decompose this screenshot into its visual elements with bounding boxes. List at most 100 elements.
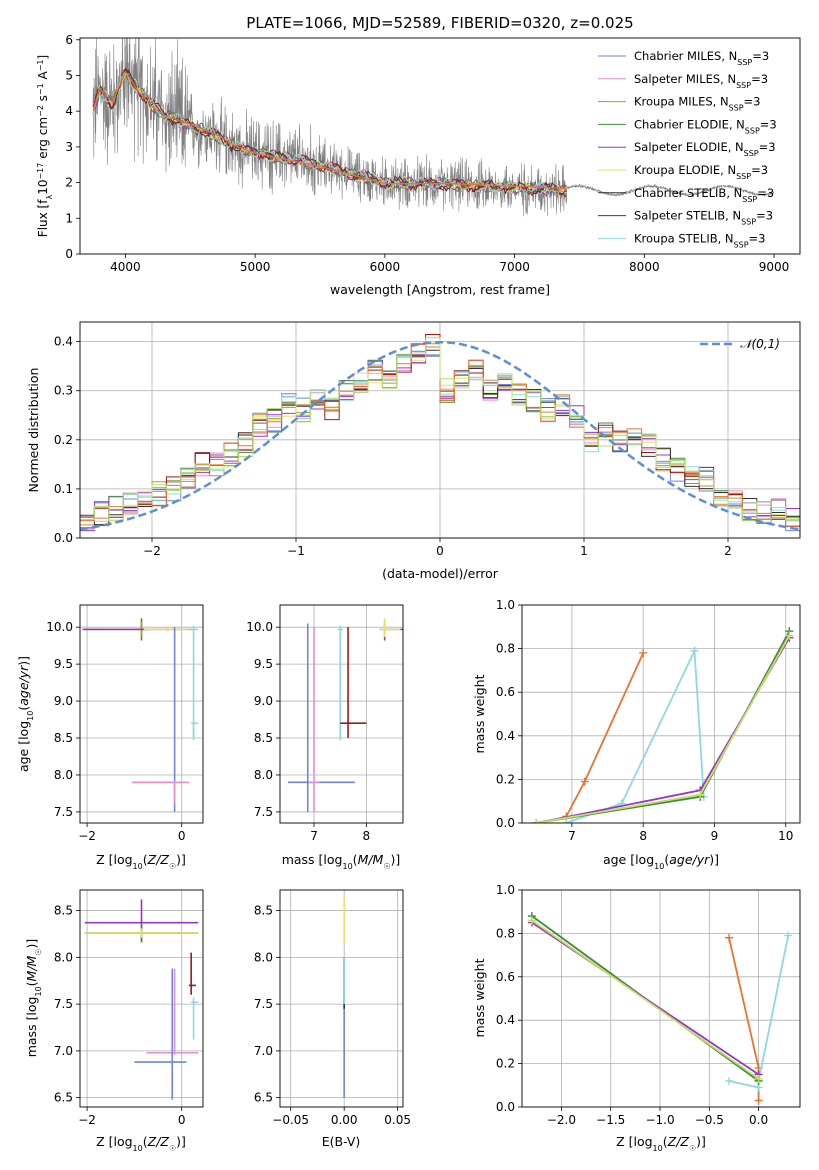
age_vs_mass-ytick-label: 10.0	[246, 620, 273, 634]
mass_vs_Z-plot-area	[80, 890, 203, 1107]
weight_vs_Z-panel: −2.0 −1.5 −1.0 −0.5 0.0 0.0 0.2 0.4 0.6 0.8 1.0 Z […	[472, 883, 801, 1153]
weight_vs_Z-ytick-label: 0.8	[496, 926, 515, 940]
spectrum-xtick-label: 6000	[370, 260, 401, 274]
weight_vs_Z-xtick-label: −0.5	[695, 1113, 724, 1127]
weight_vs_age-marker	[580, 777, 589, 786]
weight_vs_age-series-4	[536, 635, 791, 823]
model-spectrum-highlight	[92, 70, 567, 190]
weight_vs_Z-marker	[754, 1096, 763, 1105]
legend-label-6: Chabrier STELIB, NSSP=3	[634, 186, 774, 204]
weight_vs_age-ytick-label: 0.2	[496, 772, 515, 786]
weight_vs_Z-series-3	[531, 921, 760, 1076]
spectrum-ytick-label: 3	[65, 140, 73, 154]
age_vs_Z-xtick-label: −2	[78, 829, 96, 843]
spectrum-ytick-label: 5	[65, 68, 73, 82]
residuals-xtick-label: −1	[287, 544, 305, 558]
spectrum-ytick-label: 6	[65, 33, 73, 47]
residual-histogram-7	[80, 334, 800, 527]
weight_vs_age-marker	[696, 790, 705, 799]
mass_vs_EBV-ytick-label: 7.0	[254, 1044, 273, 1058]
residuals-ytick-label: 0.2	[54, 433, 73, 447]
age_vs_mass-ytick-label: 8.0	[254, 768, 273, 782]
mass_vs_EBV-ytick-label: 7.5	[254, 997, 273, 1011]
mass_vs_EBV-xtick-label: 0.00	[331, 1113, 358, 1127]
weight-vs-age-ylabel: mass weight	[472, 674, 487, 753]
weight_vs_age-ytick-label: 0.6	[496, 685, 515, 699]
weight_vs_age-ytick-label: 0.4	[496, 729, 515, 743]
weight_vs_Z-frame	[521, 889, 801, 1108]
residuals-ytick-label: 0.3	[54, 384, 73, 398]
spectrum-ytick-label: 1	[65, 211, 73, 225]
spectrum-ylabel: Flux [fλ10−17 erg cm−2 s−1 A−1]	[36, 55, 54, 237]
mass_vs_Z-frame	[79, 889, 204, 1108]
weight_vs_age-ytick-label: 1.0	[496, 598, 515, 612]
mass_vs_Z-ytick-label: 8.5	[54, 904, 73, 918]
weight_vs_Z-ytick-label: 1.0	[496, 883, 515, 897]
mass_vs_Z-xtick-label: −2	[78, 1113, 96, 1127]
gaussian-legend-label: 𝒩(0,1)	[740, 337, 780, 351]
age_vs_mass-plot-area	[280, 605, 403, 823]
weight_vs_age-xtick-label: 9	[711, 829, 719, 843]
weight_vs_age-marker	[532, 819, 541, 823]
weight_vs_age-series-2	[536, 630, 791, 823]
mass_vs_Z-ytick-label: 8.0	[54, 950, 73, 964]
spectrum-xtick-label: 5000	[240, 260, 271, 274]
weight_vs_age-marker	[639, 648, 648, 657]
mass_vs_EBV-frame	[279, 889, 404, 1108]
age_vs_Z-ytick-label: 8.5	[54, 731, 73, 745]
mass_vs_EBV-plot-area	[280, 890, 403, 1107]
age_vs_mass-frame	[279, 604, 404, 824]
weight-vs-Z-ylabel: mass weight	[472, 958, 487, 1037]
spectrum-xtick-label: 7000	[499, 260, 530, 274]
spectrum-xtick-label: 8000	[629, 260, 660, 274]
age_vs_Z-xtick-label: 0	[178, 829, 186, 843]
age-vs-Z-ylabel: age [log10(age/yr)]	[16, 656, 35, 772]
weight_vs_age-marker	[690, 646, 699, 655]
age_vs_mass-xtick-label: 7	[310, 829, 318, 843]
residual-ylabel: Normed distribution	[26, 368, 41, 493]
weight_vs_Z-xtick-label: −2.0	[547, 1113, 576, 1127]
weight_vs_Z-ytick-label: 0.4	[496, 1013, 515, 1027]
residuals-ytick-label: 0.4	[54, 335, 73, 349]
weight_vs_Z-xtick-label: 0.0	[749, 1113, 768, 1127]
mass-vs-Z-xlabel: Z [log10(Z/Z☉)]	[96, 1134, 186, 1153]
age_vs_Z-ytick-label: 7.5	[54, 805, 73, 819]
age_vs_Z-ytick-label: 9.5	[54, 657, 73, 671]
legend-label-7: Salpeter STELIB, NSSP=3	[634, 209, 773, 227]
spectrum-xlabel: wavelength [Angstrom, rest frame]	[330, 282, 550, 297]
weight_vs_age-xtick-label: 8	[639, 829, 647, 843]
mass_vs_Z-ytick-label: 7.5	[54, 997, 73, 1011]
mass_vs_Z-panel: −2 0 6.5 7.0 7.5 8.0 8.5 Z [log10(Z/Z☉)] mass [l…	[24, 889, 204, 1153]
legend-label-8: Kroupa STELIB, NSSP=3	[634, 231, 765, 249]
spectrum-plot-area	[92, 38, 775, 217]
residuals-ytick-label: 0.1	[54, 482, 73, 496]
age_vs_mass-ytick-label: 8.5	[254, 731, 273, 745]
mass_vs_EBV-xtick-label: 0.05	[384, 1113, 411, 1127]
weight_vs_age-panel: 7 8 9 10 0.0 0.2 0.4 0.6 0.8 1.0 age [log10(age/yr…	[472, 598, 801, 871]
weight_vs_Z-marker	[784, 931, 793, 940]
residuals-xtick-label: −2	[143, 544, 161, 558]
spectrum-frame	[79, 37, 801, 255]
age_vs_Z-ytick-label: 9.0	[54, 694, 73, 708]
weight_vs_Z-ytick-label: 0.0	[496, 1100, 515, 1114]
residuals-frame	[79, 321, 801, 539]
weight_vs_Z-series-4	[531, 919, 760, 1080]
mass_vs_EBV-ytick-label: 8.0	[254, 950, 273, 964]
weight_vs_Z-marker	[754, 1074, 763, 1083]
spectrum-ytick-label: 4	[65, 104, 73, 118]
residuals-panel: −2 −1 0 1 2 0.0 0.1 0.2 0.3 0.4 (data-model)/error…	[26, 321, 801, 581]
weight_vs_age-series-3	[536, 637, 791, 823]
mass_vs_EBV-ytick-label: 8.5	[254, 904, 273, 918]
weight-vs-Z-xlabel: Z [log10(Z/Z☉)]	[616, 1134, 706, 1153]
mass-vs-Z-ylabel: mass [log10(M/M☉)]	[24, 939, 43, 1058]
age_vs_Z-ytick-label: 8.0	[54, 768, 73, 782]
residuals-ytick-label: 0.0	[54, 531, 73, 545]
legend-label-4: Salpeter ELODIE, NSSP=3	[634, 140, 776, 158]
weight_vs_age-plot-area	[522, 605, 800, 823]
spectrum-ytick-label: 2	[65, 176, 73, 190]
model-spectrum-8	[92, 71, 567, 195]
weight_vs_Z-xtick-label: −1.5	[596, 1113, 625, 1127]
figure-title: PLATE=1066, MJD=52589, FIBERID=0320, z=0…	[246, 14, 633, 32]
weight_vs_Z-ytick-label: 0.6	[496, 970, 515, 984]
